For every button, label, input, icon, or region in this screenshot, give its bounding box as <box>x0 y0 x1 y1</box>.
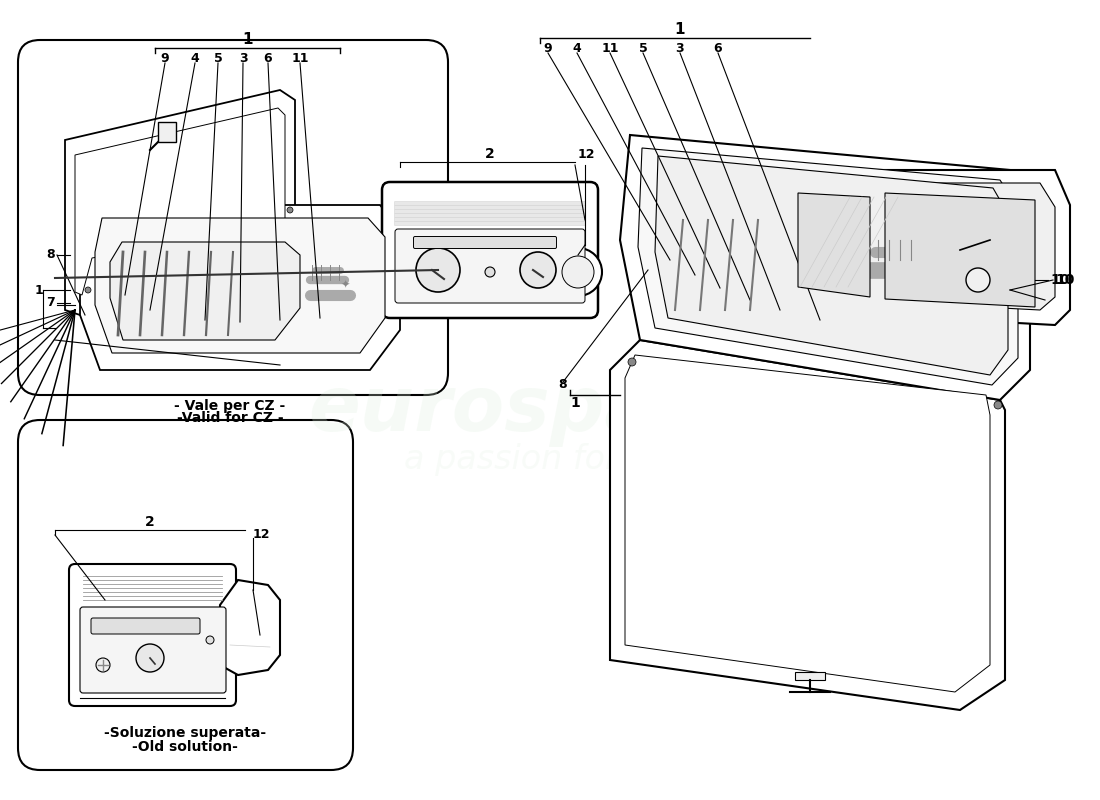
Text: 9: 9 <box>543 42 552 54</box>
Polygon shape <box>65 90 295 315</box>
Text: 9: 9 <box>161 51 169 65</box>
FancyBboxPatch shape <box>91 618 200 634</box>
Polygon shape <box>610 340 1005 710</box>
Text: 2: 2 <box>145 515 155 529</box>
Circle shape <box>206 636 214 644</box>
Circle shape <box>994 401 1002 409</box>
Text: 12: 12 <box>578 147 595 161</box>
Circle shape <box>485 267 495 277</box>
Text: -Soluzione superata-: -Soluzione superata- <box>103 726 266 740</box>
FancyBboxPatch shape <box>395 229 585 303</box>
Text: 11: 11 <box>602 42 618 54</box>
Polygon shape <box>760 170 1070 325</box>
FancyBboxPatch shape <box>395 210 585 214</box>
Circle shape <box>562 256 594 288</box>
Text: 1: 1 <box>34 283 43 297</box>
Circle shape <box>554 248 602 296</box>
Text: -Old solution-: -Old solution- <box>132 740 238 754</box>
Circle shape <box>136 644 164 672</box>
FancyBboxPatch shape <box>382 182 598 318</box>
Circle shape <box>287 207 293 213</box>
Text: 11: 11 <box>292 51 309 65</box>
FancyBboxPatch shape <box>395 206 585 210</box>
Text: 3: 3 <box>675 42 684 54</box>
Circle shape <box>85 287 91 293</box>
Polygon shape <box>110 242 300 340</box>
Text: 6: 6 <box>714 42 723 54</box>
Polygon shape <box>654 156 1008 375</box>
FancyBboxPatch shape <box>69 564 236 706</box>
FancyBboxPatch shape <box>414 237 557 249</box>
Text: -Valid for CZ -: -Valid for CZ - <box>177 411 284 425</box>
Polygon shape <box>886 193 1035 307</box>
Polygon shape <box>776 183 1055 310</box>
Circle shape <box>520 252 556 288</box>
Text: eurospares: eurospares <box>309 373 791 447</box>
Text: 8: 8 <box>559 378 568 391</box>
Text: 4: 4 <box>190 51 199 65</box>
Polygon shape <box>220 580 280 675</box>
Text: 1: 1 <box>243 33 253 47</box>
FancyBboxPatch shape <box>80 607 226 693</box>
Text: 6: 6 <box>264 51 273 65</box>
FancyBboxPatch shape <box>395 202 585 206</box>
FancyBboxPatch shape <box>395 218 585 222</box>
Text: 12: 12 <box>253 529 271 542</box>
Text: 8: 8 <box>46 249 55 262</box>
Text: 7: 7 <box>46 297 55 310</box>
Circle shape <box>96 658 110 672</box>
Bar <box>795 672 825 680</box>
Text: 1: 1 <box>674 22 685 38</box>
Text: 5: 5 <box>213 51 222 65</box>
FancyBboxPatch shape <box>18 420 353 770</box>
Text: 5: 5 <box>639 42 648 54</box>
Text: - Vale per CZ -: - Vale per CZ - <box>175 399 286 413</box>
Circle shape <box>416 248 460 292</box>
Polygon shape <box>95 218 385 353</box>
Polygon shape <box>75 108 285 295</box>
Text: 4: 4 <box>573 42 582 54</box>
Polygon shape <box>80 205 400 370</box>
Text: ✦: ✦ <box>340 280 350 290</box>
Polygon shape <box>638 148 1018 385</box>
Polygon shape <box>625 355 990 692</box>
Circle shape <box>966 268 990 292</box>
FancyBboxPatch shape <box>395 214 585 218</box>
Bar <box>158 122 176 142</box>
FancyBboxPatch shape <box>395 222 585 226</box>
Circle shape <box>628 358 636 366</box>
Text: 10: 10 <box>1050 273 1069 287</box>
Text: a passion for parts: a passion for parts <box>405 443 716 477</box>
Text: 2: 2 <box>485 147 495 161</box>
FancyBboxPatch shape <box>18 40 448 395</box>
Text: 1: 1 <box>570 396 580 410</box>
Text: 10: 10 <box>1055 273 1075 287</box>
Polygon shape <box>798 193 870 297</box>
Text: 3: 3 <box>239 51 248 65</box>
Polygon shape <box>620 135 1030 400</box>
